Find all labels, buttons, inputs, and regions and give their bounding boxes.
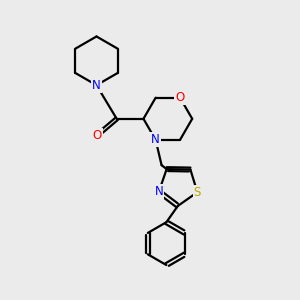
Text: N: N bbox=[151, 134, 160, 146]
Text: O: O bbox=[93, 129, 102, 142]
Text: N: N bbox=[154, 185, 163, 198]
Text: N: N bbox=[92, 79, 101, 92]
Text: O: O bbox=[176, 91, 184, 104]
Text: S: S bbox=[194, 186, 201, 199]
